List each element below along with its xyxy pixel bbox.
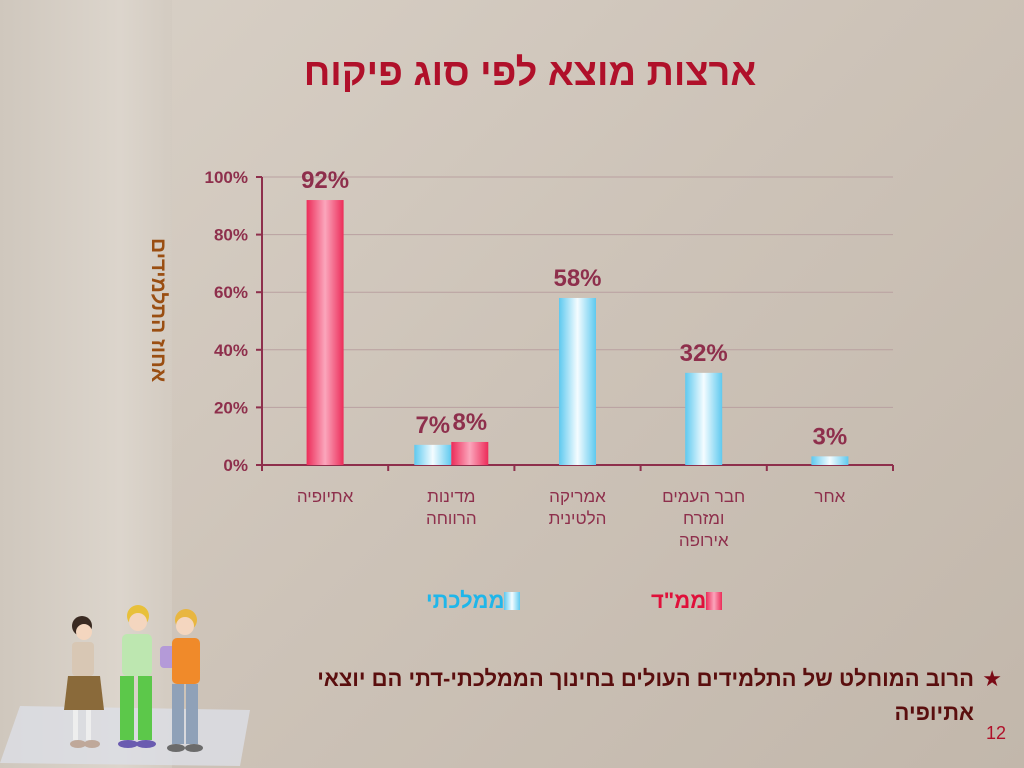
legend-swatch-mamad — [706, 592, 723, 610]
y-tick-label: 20% — [214, 398, 248, 417]
data-labels: 92% 7% 8% 58% 32% 3% — [301, 167, 847, 450]
bars — [306, 200, 849, 466]
data-label: 92% — [301, 167, 349, 194]
x-tick-label: חבר העמים ומזרח אירופה — [662, 487, 746, 550]
y-tick-label: 100% — [205, 168, 248, 187]
bar — [811, 456, 849, 465]
bar — [559, 297, 596, 465]
legend-swatch-mamlachti — [504, 592, 521, 610]
tick-labels: 0% 20% 40% 60% 80% 100% — [205, 168, 248, 475]
slide-number: 12 — [985, 723, 1006, 743]
data-label: 3% — [813, 423, 848, 450]
x-tick-label: אחר — [814, 487, 846, 506]
legend-item-mamlachti: ממלכתי — [418, 586, 521, 616]
y-axis-label: אחוז התלמידים — [147, 237, 170, 383]
y-axis-label-wrap: אחוז התלמידים — [138, 200, 178, 420]
y-tick-label: 80% — [214, 226, 248, 245]
data-label: 7% — [415, 412, 450, 439]
legend-label-mamlachti: ממלכתי — [426, 588, 505, 613]
bar — [414, 444, 452, 465]
bar — [451, 441, 489, 465]
legend-item-mamad: ממ"ד — [643, 586, 723, 616]
legend-label-mamad: ממ"ד — [651, 588, 707, 613]
x-tick-label: אתיופיה — [296, 487, 354, 506]
y-tick-label: 60% — [214, 283, 248, 302]
star-bullet-icon: ★ — [982, 666, 1002, 691]
data-label: 58% — [553, 265, 601, 292]
bullet-label: הרוב המוחלט של התלמידים העולים בחינוך המ… — [317, 666, 974, 725]
children-illustration-icon — [0, 605, 250, 766]
bar — [685, 372, 723, 465]
y-tick-label: 40% — [214, 341, 248, 360]
x-tick-label: אמריקה הלטינית — [548, 487, 607, 528]
x-tick-label: מדינות הרווחה — [425, 487, 477, 528]
bar — [306, 200, 344, 466]
grid-lines — [262, 176, 893, 408]
data-label: 8% — [452, 409, 487, 436]
bullet-text: ★ הרוב המוחלט של התלמידים העולים בחינוך … — [274, 662, 1002, 730]
y-tick-label: 0% — [223, 456, 248, 475]
data-label: 32% — [680, 340, 728, 367]
slide-title: ארצות מוצא לפי סוג פיקוח — [303, 52, 757, 94]
